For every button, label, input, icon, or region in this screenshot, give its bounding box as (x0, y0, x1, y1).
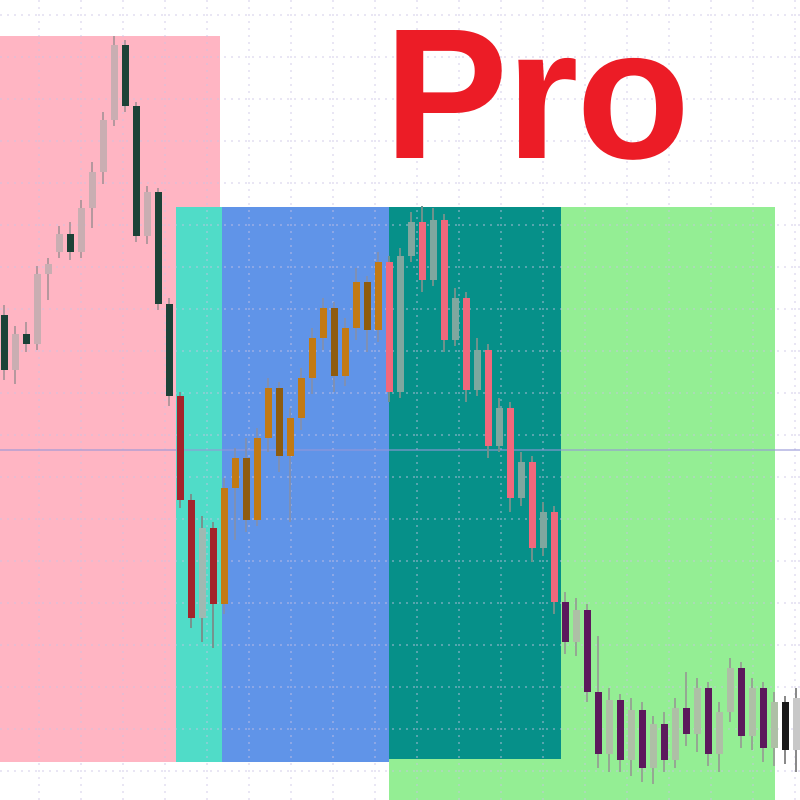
candle-body-bull (221, 488, 228, 604)
candle-body-bull (34, 274, 41, 344)
candle-body-bull (353, 282, 360, 328)
candle-body-bear (122, 45, 129, 106)
candle-body-bull (496, 408, 503, 446)
candle-body-bear (705, 688, 712, 754)
candle-body-bull (672, 708, 679, 760)
candle-body-bear (661, 724, 668, 760)
candle-body-bull (474, 350, 481, 390)
candle-body-bull (628, 710, 635, 760)
candle-body-bull (650, 724, 657, 768)
candle-body-bull (793, 698, 800, 750)
candle-body-bull (749, 688, 756, 736)
candle-body-bear (760, 688, 767, 748)
candle-body-bull (727, 668, 734, 712)
candle-body-bear (738, 668, 745, 736)
candle-body-bear (584, 610, 591, 692)
candle-body-bear (595, 692, 602, 754)
candle-body-bear (23, 334, 30, 344)
candle-body-bull (78, 208, 85, 252)
candle-body-bull (287, 418, 294, 456)
candle-body-bull (232, 458, 239, 488)
candle-body-bull (12, 334, 19, 370)
candle-body-bear (243, 458, 250, 520)
candle-body-bull (100, 120, 107, 172)
candle-body-bull (298, 378, 305, 418)
candle-body-bull (375, 262, 382, 330)
candle-body-bull (342, 328, 349, 376)
candle-body-bear (639, 710, 646, 768)
candle-body-bear (441, 220, 448, 340)
candle-body-bull (254, 438, 261, 520)
candle-body-bear (551, 512, 558, 602)
candle-body-bear (188, 500, 195, 618)
candle-body-bull (518, 462, 525, 498)
candle-body-bull (452, 298, 459, 340)
candle-body-bull (45, 264, 52, 274)
candle-body-bear (529, 462, 536, 548)
candle-body-bear (133, 106, 140, 236)
candle-body-bull (694, 688, 701, 734)
candle-body-bull (309, 338, 316, 378)
candle-body-bull (408, 222, 415, 256)
candle-body-bull (199, 528, 206, 618)
candle-body-bear (155, 192, 162, 304)
candle-body-bull (397, 256, 404, 392)
candle-body-bull (430, 220, 437, 280)
candle-body-bull (771, 702, 778, 748)
candle-body-bear (166, 304, 173, 396)
candle-body-bear (331, 308, 338, 376)
candle-body-bull (56, 234, 63, 252)
candle-body-bear (683, 708, 690, 734)
candle-body-bull (265, 388, 272, 438)
candle-body-bear (1, 315, 8, 370)
candle-body-bear (617, 700, 624, 760)
candle-body-bear (177, 396, 184, 500)
candle-body-bear (562, 602, 569, 642)
candle-body-bull (320, 308, 327, 338)
candle-body-bull (540, 512, 547, 548)
candle-body-bull (89, 172, 96, 208)
candle-body-bull (573, 610, 580, 642)
candle-body-bear (419, 222, 426, 280)
candle-body-bear (276, 388, 283, 456)
candle-body-bear (210, 528, 217, 604)
candle-body-bear (463, 298, 470, 390)
candle-body-bull (144, 192, 151, 236)
candle-body-bear (67, 234, 74, 252)
pro-badge: Pro (384, 0, 690, 198)
candle-body-bull (716, 712, 723, 754)
candle-body-bear (364, 282, 371, 330)
candle-body-bear (507, 408, 514, 498)
candle-body-bear (386, 262, 393, 392)
candle-body-bear (485, 350, 492, 446)
candle-body-bull (606, 700, 613, 754)
candle-body-bull (111, 45, 118, 120)
candle-body-bear (782, 702, 789, 750)
